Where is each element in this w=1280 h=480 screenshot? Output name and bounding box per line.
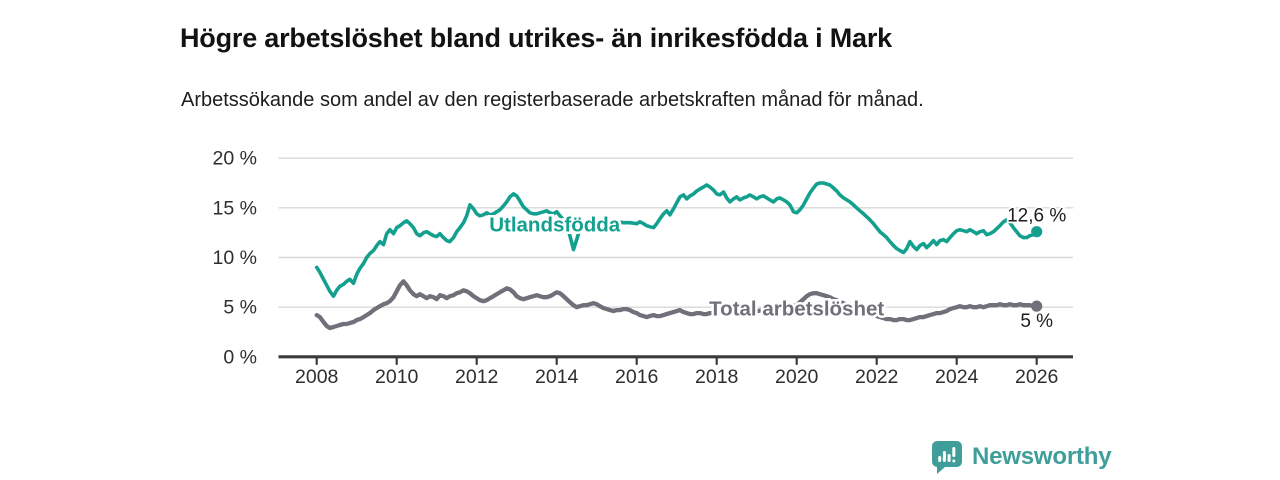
x-axis-tick-label: 2026 — [1015, 366, 1058, 388]
newsworthy-logo[interactable]: Newsworthy — [931, 440, 1112, 474]
series-end-dot-utlandsfodda — [1031, 226, 1043, 238]
y-axis-tick-label: 0 % — [223, 346, 257, 368]
x-axis-tick-label: 2014 — [535, 366, 579, 388]
end-value-utlandsfodda: 12,6 % — [1007, 206, 1066, 227]
y-axis-tick-label: 15 % — [213, 197, 257, 219]
series-end-dot-total — [1031, 300, 1043, 312]
x-axis-tick-label: 2008 — [295, 366, 338, 388]
series-label-total: Total arbetslöshet — [709, 298, 884, 321]
x-axis-tick-label: 2022 — [855, 366, 898, 388]
annotation-layer: Utlandsfödda Total arbetslöshet 12,6 % 5 % — [487, 204, 1068, 334]
series-line-total — [314, 279, 1039, 331]
series-layer — [314, 181, 1043, 331]
series-label-utlandsfodda: Utlandsfödda — [489, 214, 621, 237]
x-axis-tick-label: 2020 — [775, 366, 819, 388]
end-value-total: 5 % — [1020, 311, 1053, 332]
chart-subtitle: Arbetssökande som andel av den registerb… — [181, 89, 924, 111]
y-axis-tick-label: 20 % — [213, 148, 257, 170]
x-axis-tick-label: 2024 — [935, 366, 979, 388]
newsworthy-logo-icon — [932, 441, 962, 474]
axis-layer: 0 % 5 % 10 % 15 % 20 % 2008 2010 2012 2014 2016 20… — [213, 148, 1073, 388]
y-axis-tick-label: 10 % — [213, 247, 257, 269]
newsworthy-wordmark: Newsworthy — [972, 443, 1112, 470]
x-axis-tick-label: 2018 — [695, 366, 738, 388]
series-line-utlandsfodda — [314, 181, 1039, 299]
grid-layer — [278, 157, 1073, 308]
y-axis-tick-label: 5 % — [223, 297, 257, 319]
x-axis-tick-label: 2012 — [455, 366, 498, 388]
x-axis-tick-label: 2016 — [615, 366, 658, 388]
x-axis-tick-label: 2010 — [375, 366, 419, 388]
page-title: Högre arbetslöshet bland utrikes- än inr… — [180, 23, 892, 54]
